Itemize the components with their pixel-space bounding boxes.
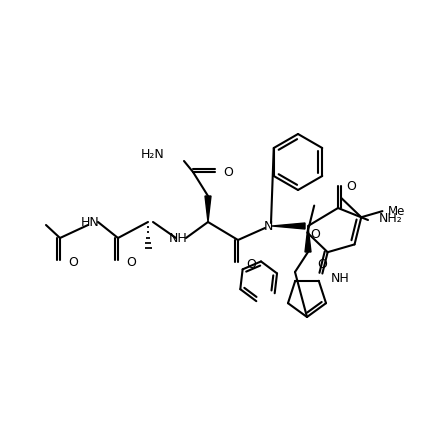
Polygon shape (272, 223, 305, 229)
Text: NH: NH (331, 272, 350, 286)
Text: O: O (317, 258, 327, 271)
Text: O: O (223, 166, 233, 178)
Text: O: O (246, 258, 256, 270)
Text: O: O (311, 228, 320, 241)
Text: NH₂: NH₂ (379, 212, 403, 224)
Polygon shape (205, 196, 211, 222)
Text: N: N (263, 219, 273, 233)
Text: NH: NH (169, 233, 187, 246)
Polygon shape (305, 226, 311, 252)
Text: Me: Me (387, 205, 405, 218)
Text: HN: HN (80, 215, 99, 228)
Text: O: O (68, 255, 78, 268)
Text: O: O (346, 179, 356, 193)
Text: H₂N: H₂N (140, 148, 164, 162)
Text: O: O (126, 255, 136, 268)
